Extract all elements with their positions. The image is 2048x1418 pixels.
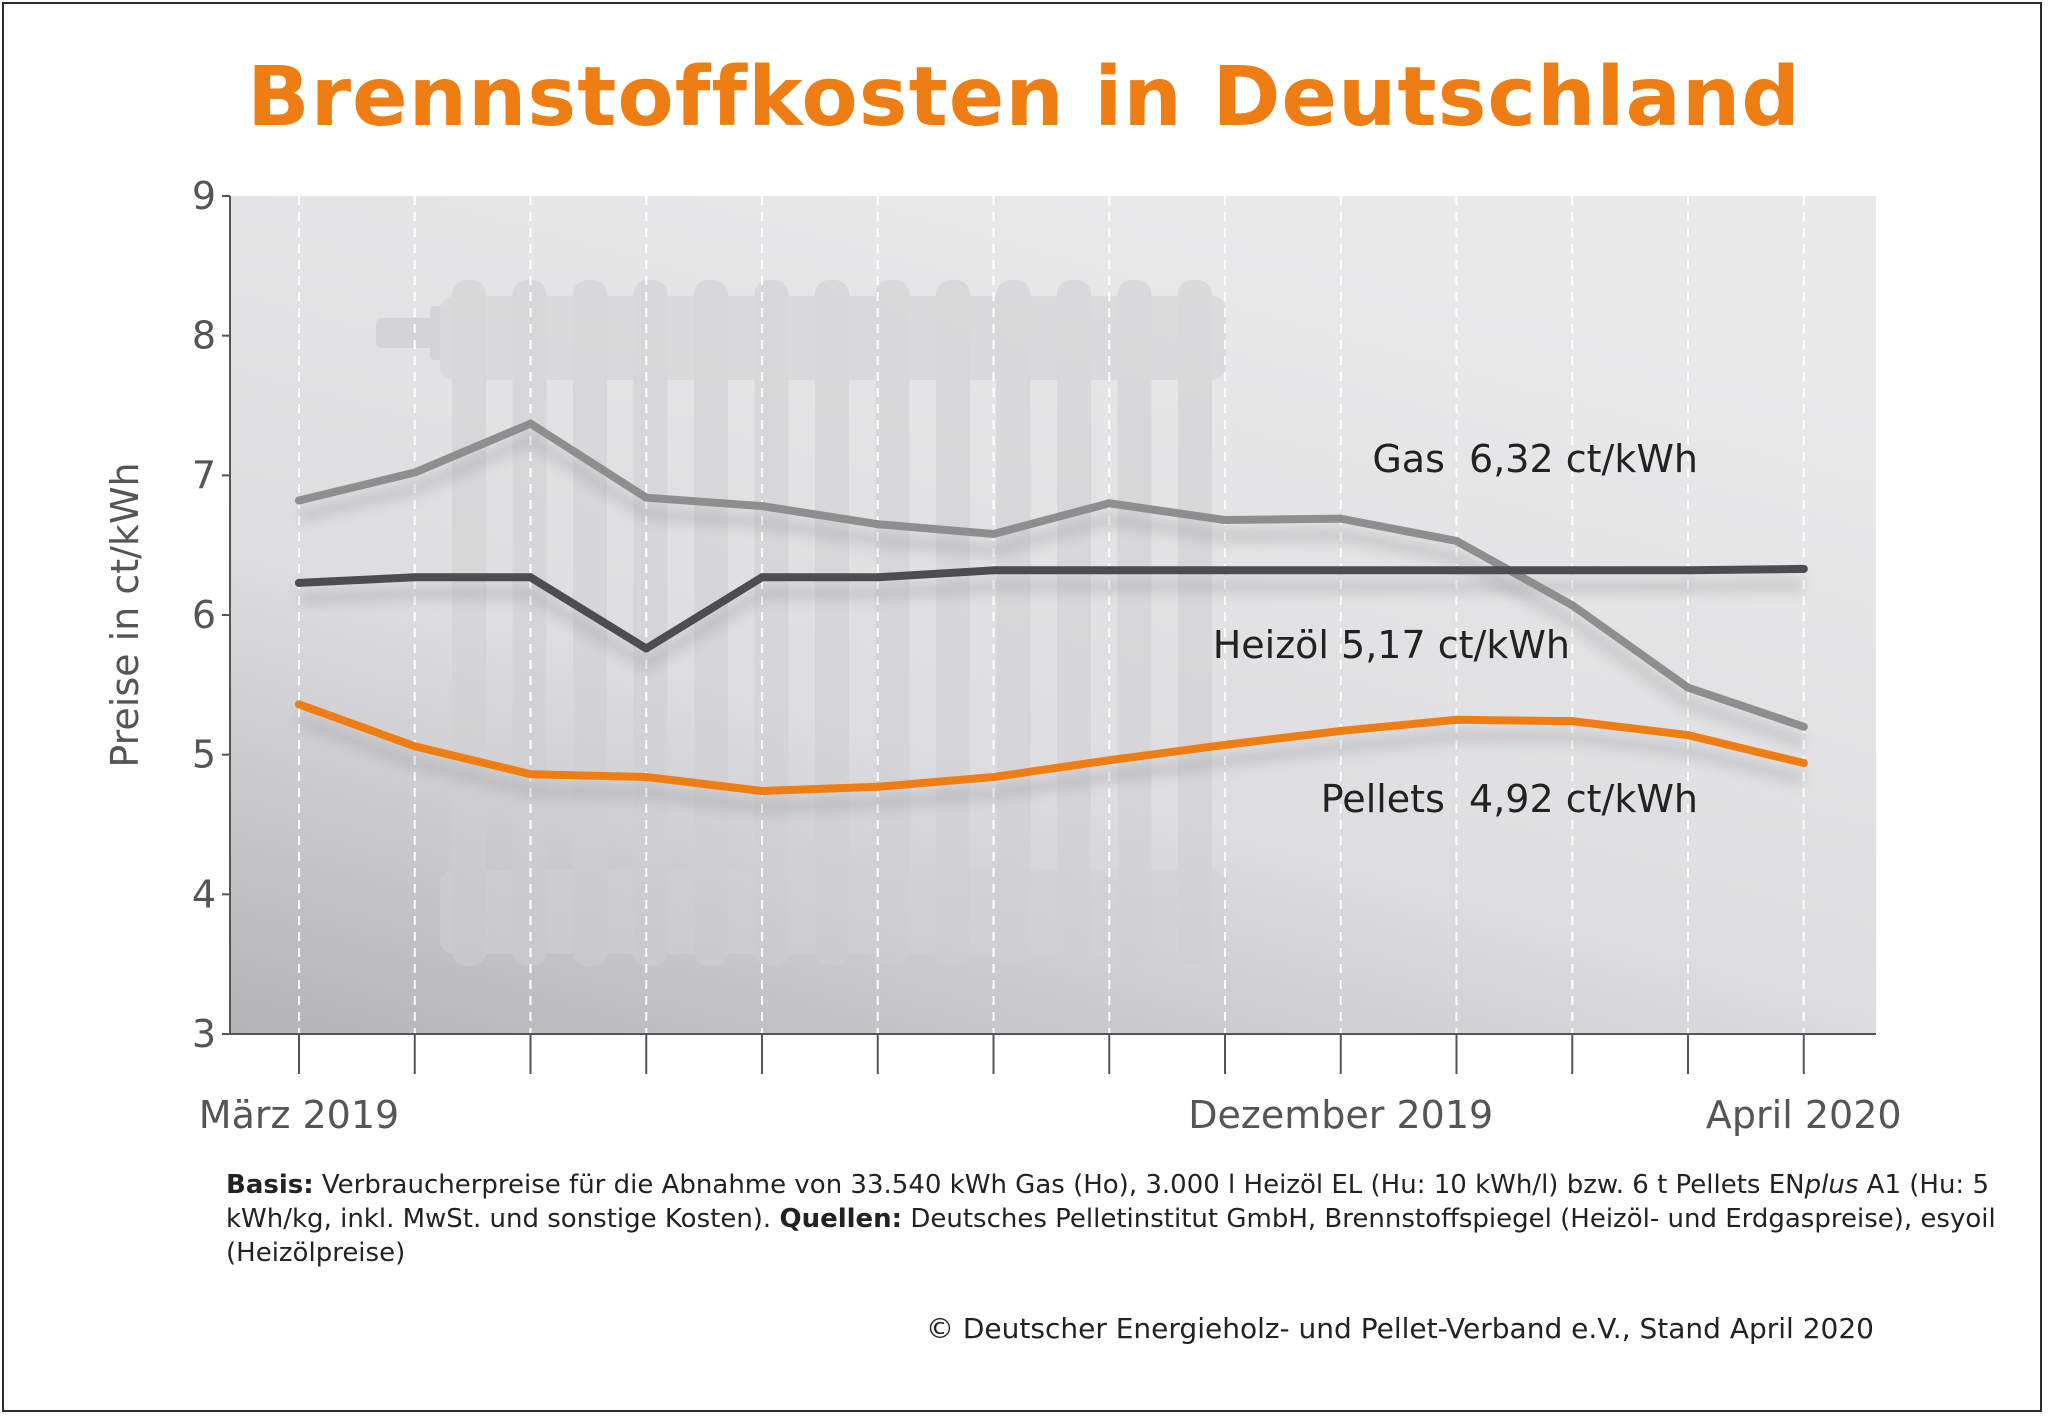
data-point: [989, 773, 998, 782]
data-point: [1684, 683, 1692, 692]
copyright-notice: © Deutscher Energieholz- und Pellet-Verb…: [925, 1312, 1874, 1345]
data-point: [758, 786, 766, 795]
data-point: [1799, 759, 1808, 768]
data-point: [1452, 566, 1461, 575]
radiator-fin: [1117, 280, 1152, 966]
radiator-fin: [1178, 280, 1212, 966]
sources-text: Deutsches Pelletinstitut GmbH, Brennstof…: [226, 1204, 1996, 1268]
radiator-fin: [936, 280, 970, 966]
data-point: [642, 493, 651, 502]
y-tick-label: 8: [192, 314, 216, 358]
x-tick-label: April 2020: [1706, 1093, 1902, 1137]
data-point: [1799, 722, 1808, 731]
x-tick-label: Dezember 2019: [1188, 1093, 1493, 1137]
enplus-suffix: A1 (Hu: 5 kWh/kg, inkl. MwSt. und sonsti…: [226, 1170, 1989, 1234]
series-shadows: [296, 431, 1806, 814]
data-point: [1336, 514, 1345, 523]
data-point: [1336, 726, 1345, 735]
y-tick-label: 6: [192, 593, 216, 637]
y-tick-label: 5: [192, 733, 216, 777]
y-tick-label: 4: [192, 872, 216, 916]
data-point: [642, 773, 651, 782]
radiator-fin: [1057, 280, 1091, 966]
data-point: [526, 770, 535, 779]
data-point: [758, 502, 766, 511]
data-point: [1105, 499, 1114, 508]
radiator-fin: [875, 280, 910, 966]
data-point: [873, 573, 882, 582]
data-point: [873, 782, 882, 791]
x-tick-label: März 2019: [199, 1093, 399, 1137]
data-point: [1799, 564, 1808, 573]
series-shadow: [297, 431, 1806, 750]
data-point: [1568, 566, 1577, 575]
basis-text: Verbraucherpreise für die Abnahme von 33…: [313, 1170, 1769, 1200]
data-point: [758, 573, 766, 582]
data-point: [1452, 536, 1461, 545]
data-point: [989, 566, 998, 575]
data-point: [1336, 566, 1345, 575]
vertical-gridlines: [298, 196, 1805, 1034]
data-point: [1221, 516, 1229, 525]
series-label-pellets: Pellets 4,92 ct/kWh: [1321, 777, 1698, 821]
x-axis: März 2019 Dezember 2019 April 2020: [199, 1033, 1902, 1137]
data-point: [526, 573, 535, 582]
radiator-fin: [633, 280, 668, 966]
y-tick-label: 9: [192, 174, 216, 218]
data-point: [1568, 717, 1577, 726]
series-shadow: [298, 577, 1804, 673]
enplus-italic: plus: [1804, 1170, 1859, 1200]
y-tick-label: 7: [192, 453, 216, 497]
series-lines: [295, 419, 1808, 795]
sources-label: Quellen:: [779, 1204, 903, 1234]
series-label-heizoel: Heizöl 5,17 ct/kWh: [1213, 623, 1570, 667]
data-point: [1452, 715, 1461, 724]
radiator-fin: [512, 280, 547, 966]
chart-title: Brennstoffkosten in Deutschland: [247, 50, 1801, 145]
data-point: [1568, 601, 1577, 610]
data-point: [295, 700, 303, 709]
radiator-fin: [996, 280, 1031, 966]
data-point: [410, 468, 419, 477]
series-label-gas: Gas 6,32 ct/kWh: [1372, 437, 1698, 481]
series-line-gas: [295, 419, 1808, 731]
data-point: [526, 419, 535, 428]
data-point: [1684, 566, 1692, 575]
data-point: [1105, 566, 1114, 575]
radiator-fin: [815, 280, 849, 966]
y-axis-label: Preise in ct/kWh: [103, 462, 147, 767]
radiator-fin: [754, 280, 789, 966]
y-tick-label: 3: [192, 1012, 216, 1056]
data-point: [1221, 740, 1229, 749]
data-point: [1105, 756, 1114, 765]
data-point: [1221, 566, 1229, 575]
data-point: [295, 496, 303, 505]
series-line-pellets: [295, 700, 1808, 795]
radiator-fin: [452, 280, 486, 966]
data-point: [873, 520, 882, 529]
enplus-prefix: EN: [1768, 1170, 1805, 1200]
series-line-heizöl: [295, 564, 1808, 653]
data-point: [410, 742, 419, 751]
data-point: [1684, 731, 1692, 740]
series-shadow: [296, 713, 1806, 814]
y-axis: 3 4 5 6 7 8 9: [192, 174, 231, 1056]
footnote: Basis: Verbraucherpreise für die Abnahme…: [226, 1168, 1996, 1270]
data-point: [642, 644, 651, 653]
data-point: [295, 578, 303, 587]
data-point: [989, 529, 998, 538]
data-point: [410, 573, 419, 582]
basis-label: Basis:: [226, 1170, 314, 1200]
